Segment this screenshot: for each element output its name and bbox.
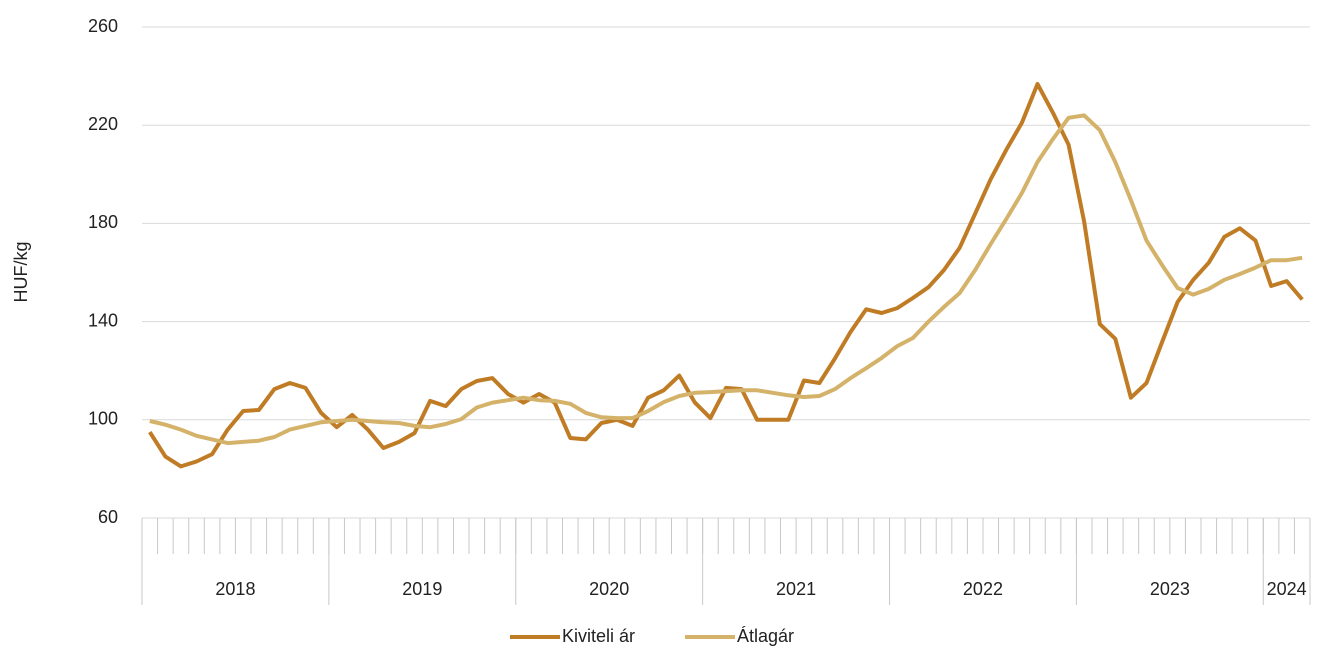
series-line [148, 82, 1304, 469]
x-group-label: 2018 [215, 579, 255, 599]
legend-label: Átlagár [737, 626, 794, 646]
legend-label: Kiviteli ár [562, 626, 635, 646]
x-group-label: 2019 [402, 579, 442, 599]
x-group-label: 2022 [963, 579, 1003, 599]
x-group-label: 2020 [589, 579, 629, 599]
y-tick-label: 260 [88, 16, 118, 36]
y-tick-label: 220 [88, 114, 118, 134]
y-tick-label: 60 [98, 507, 118, 527]
y-axis-title: HUF/kg [11, 241, 31, 302]
x-group-label: 2023 [1150, 579, 1190, 599]
y-tick-label: 180 [88, 212, 118, 232]
x-group-label: 2021 [776, 579, 816, 599]
series-line [149, 113, 1303, 446]
x-group-label: 2024 [1267, 579, 1307, 599]
y-tick-label: 140 [88, 310, 118, 330]
y-tick-label: 100 [88, 409, 118, 429]
